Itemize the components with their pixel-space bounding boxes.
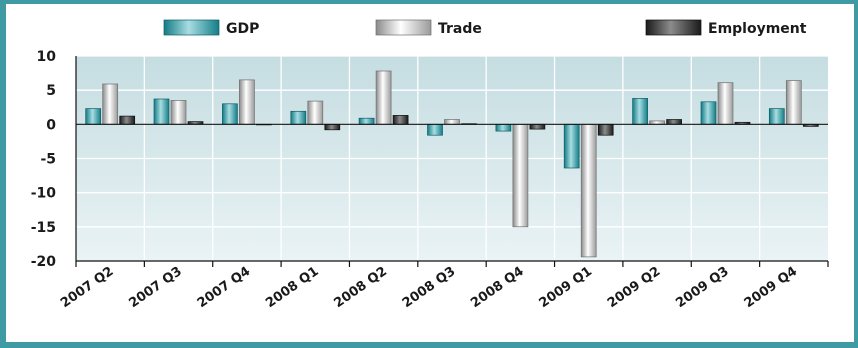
x-tick-label: 2009 Q4 xyxy=(742,264,800,311)
bar-trade-7 xyxy=(580,123,597,258)
bar-employment-4 xyxy=(392,115,409,125)
y-tick-label: 5 xyxy=(46,83,56,99)
x-tick-label: 2008 Q3 xyxy=(400,264,458,311)
bar-trade-1 xyxy=(170,100,187,125)
legend-label-gdp: GDP xyxy=(226,21,259,37)
x-tick-label: 2008 Q1 xyxy=(263,264,321,311)
bar-employment-3 xyxy=(324,123,341,131)
bar-gdp-3 xyxy=(290,110,307,125)
bar-gdp-6 xyxy=(495,123,512,132)
bar-gdp-5 xyxy=(427,123,443,136)
y-axis-ticks: 10 5 0 -5 -10 -15 -20 xyxy=(31,49,57,270)
bar-gdp-10 xyxy=(768,108,785,125)
bar-trade-5 xyxy=(444,119,460,125)
bar-gdp-8 xyxy=(632,98,648,125)
x-tick-label: 2009 Q2 xyxy=(605,264,663,311)
x-tick-label: 2007 Q2 xyxy=(58,264,116,311)
x-tick-label: 2009 Q1 xyxy=(537,264,595,311)
bar-trade-2 xyxy=(239,79,255,125)
legend-swatch-gdp xyxy=(163,19,220,36)
x-tick-label: 2008 Q2 xyxy=(332,264,390,311)
chart-frame: 10 5 0 -5 -10 -15 -20 2007 Q2 2007 Q3 2007 Q4 200… xyxy=(6,4,854,342)
x-tick-label: 2008 Q4 xyxy=(468,264,526,311)
y-tick-label: -10 xyxy=(31,186,57,202)
bar-employment-7 xyxy=(597,123,614,136)
y-tick-label: -15 xyxy=(31,220,56,236)
y-tick-label: 0 xyxy=(46,117,56,133)
legend-label-trade: Trade xyxy=(438,21,482,37)
legend-label-employment: Employment xyxy=(708,21,807,37)
bar-trade-10 xyxy=(785,80,802,125)
bar-employment-0 xyxy=(119,115,136,125)
legend: GDP Trade Employment xyxy=(163,19,807,37)
x-tick-label: 2009 Q3 xyxy=(673,264,731,311)
bar-gdp-2 xyxy=(222,103,238,125)
bar-gdp-4 xyxy=(358,117,375,125)
axes xyxy=(75,56,829,267)
y-tick-label: -5 xyxy=(40,152,56,168)
y-tick-label: 10 xyxy=(37,49,57,65)
bar-employment-6 xyxy=(529,123,546,130)
bar-gdp-7 xyxy=(563,123,580,169)
bar-gdp-1 xyxy=(153,98,170,125)
x-tick-label: 2007 Q3 xyxy=(126,264,184,311)
bar-trade-6 xyxy=(512,123,529,228)
bar-trade-0 xyxy=(102,83,119,125)
x-tick-label: 2007 Q4 xyxy=(195,264,253,311)
bar-employment-8 xyxy=(666,119,682,125)
y-tick-label: -20 xyxy=(31,254,57,270)
legend-swatch-trade xyxy=(375,19,432,36)
bar-trade-4 xyxy=(375,70,392,125)
bar-gdp-0 xyxy=(85,108,102,125)
x-axis-ticks: 2007 Q2 2007 Q3 2007 Q4 2008 Q1 2008 Q2 2008 … xyxy=(58,264,800,311)
bar-trade-9 xyxy=(717,82,734,125)
bar-gdp-9 xyxy=(700,101,717,125)
legend-swatch-employment xyxy=(645,19,702,36)
bar-trade-3 xyxy=(307,100,324,125)
